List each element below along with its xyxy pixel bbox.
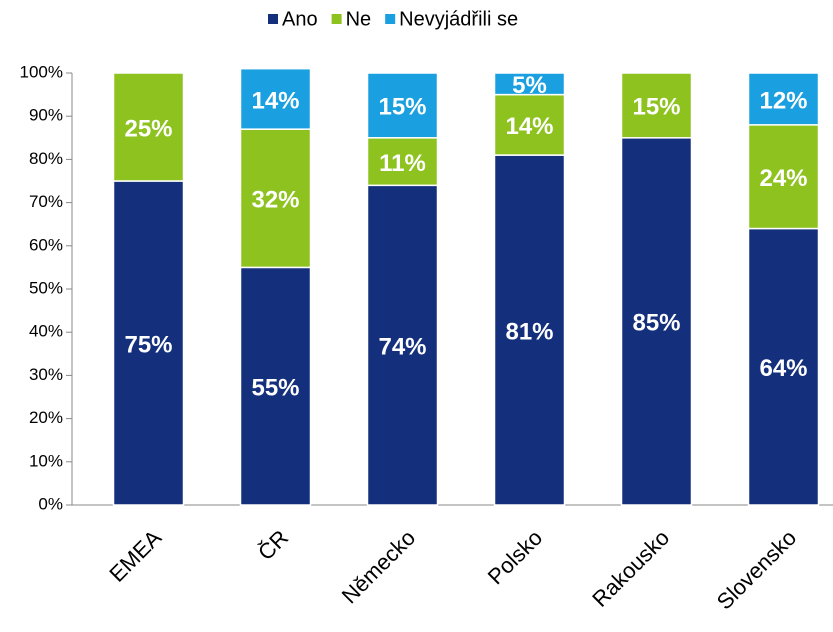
bar-segment [239,128,312,269]
y-tick-label: 10% [29,451,63,470]
data-label: 32% [251,187,299,214]
y-tick-label: 90% [29,106,63,125]
bar-segment [747,124,820,230]
x-tick-label: Rakousko [587,525,674,612]
bar-segment [493,72,566,96]
x-tick-label: Německo [337,525,420,608]
legend-label: Nevyjádřili se [399,8,518,30]
legend-swatch [385,14,396,24]
y-tick-label: 80% [29,149,63,168]
bar-segment [493,93,566,156]
bar-segment [493,154,566,506]
bar-segment [747,227,820,506]
x-tick-label: ČR [253,525,293,565]
legend-swatch [268,14,278,24]
data-label: 24% [759,165,807,192]
bar-segment [239,67,312,130]
x-tick-label: Slovensko [712,525,801,614]
data-label: 85% [632,310,680,337]
bar-segment [366,137,439,187]
bar-segment [112,180,185,506]
y-tick-label: 0% [38,494,63,513]
data-label: 14% [251,87,299,114]
y-tick-label: 50% [29,278,63,297]
data-label: 14% [505,113,553,140]
data-label: 55% [251,375,299,402]
data-label: 5% [512,72,547,99]
data-label: 11% [379,150,426,177]
data-label: 74% [378,334,426,361]
x-tick-label: EMEA [104,525,166,587]
legend-label: Ano [282,8,318,30]
bar-segment [112,72,185,182]
bar-segment [366,72,439,139]
y-tick-label: 100% [20,62,63,81]
data-label: 15% [378,94,426,121]
y-tick-label: 30% [29,365,63,384]
legend-swatch [331,14,342,24]
data-label: 81% [505,318,553,345]
y-tick-label: 70% [29,192,63,211]
data-label: 25% [124,115,172,142]
y-tick-label: 40% [29,322,63,341]
data-label: 75% [124,331,172,358]
data-label: 64% [759,355,807,382]
x-tick-label: Polsko [483,525,547,589]
bar-segment [747,72,820,126]
bar-segment [620,137,693,506]
y-tick-label: 60% [29,235,63,254]
bar-segment [239,266,312,506]
legend-label: Ne [346,8,372,30]
bar-segment [620,72,693,139]
data-label: 15% [632,94,680,121]
y-tick-label: 20% [29,408,63,427]
data-label: 12% [759,87,807,114]
bar-segment [366,184,439,506]
